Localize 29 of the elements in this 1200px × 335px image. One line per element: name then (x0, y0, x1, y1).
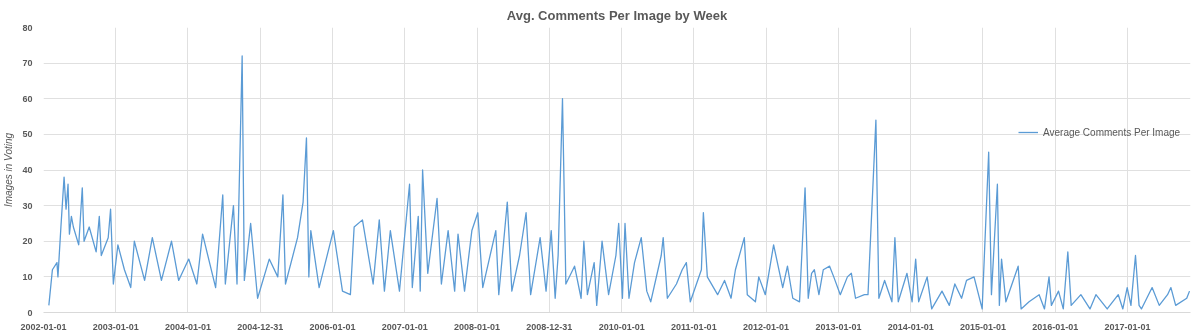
x-tick-label: 2008-12-31 (526, 321, 573, 332)
y-tick-label: 10 (22, 271, 33, 282)
y-tick-label: 50 (22, 129, 33, 140)
x-tick-label: 2006-01-01 (309, 321, 356, 332)
line-series (48, 55, 1191, 310)
y-tick-label: 30 (22, 200, 33, 211)
x-tick-label: 2002-01-01 (20, 321, 67, 332)
x-tick-label: 2011-01-01 (671, 321, 717, 332)
x-tick-label: 2008-01-01 (453, 321, 501, 332)
x-tick-label: 2015-01-01 (959, 321, 1006, 332)
y-tick-label: 40 (22, 165, 33, 175)
x-tick-label: 2003-01-01 (92, 321, 139, 332)
legend-label: Average Comments Per Image (1043, 126, 1181, 138)
x-tick-label: 2016-01-01 (1032, 321, 1079, 332)
chart-title: Avg. Comments Per Image by Week (506, 7, 728, 23)
x-tick-label: 2013-01-01 (815, 321, 862, 332)
y-tick-label: 70 (22, 58, 33, 69)
x-tick-label: 2004-01-01 (164, 321, 211, 332)
y-tick-label: 20 (22, 236, 33, 247)
y-axis-title: Images in Voting (3, 132, 15, 208)
x-tick-label: 2014-01-01 (887, 321, 934, 332)
y-tick-label: 0 (27, 307, 33, 318)
y-tick-label: 80 (22, 22, 33, 33)
x-tick-label: 2010-01-01 (598, 321, 645, 332)
x-tick-label: 2012-01-01 (743, 321, 790, 332)
x-tick-label: 2017-01-01 (1104, 321, 1151, 332)
x-tick-label: 2004-12-31 (237, 321, 284, 332)
y-tick-label: 60 (22, 93, 33, 104)
x-tick-label: 2007-01-01 (381, 321, 428, 332)
